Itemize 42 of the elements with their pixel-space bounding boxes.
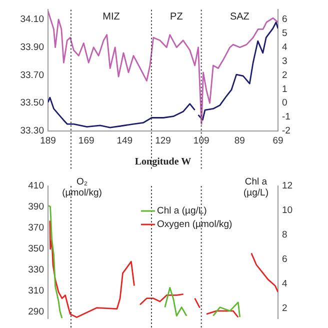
- x-tick-label: 189: [40, 135, 56, 146]
- y-tick-label: 370: [28, 222, 44, 234]
- y2-tick-label: 2: [282, 303, 288, 314]
- y2-tick-label: 6: [282, 14, 288, 26]
- x-tick-label: 69: [272, 135, 284, 146]
- x-axis-title: Longitude W: [134, 156, 192, 168]
- y2-tick-label: -2: [282, 126, 290, 137]
- x-tick-label: 89: [234, 135, 245, 146]
- y2-tick-label: 4: [282, 278, 288, 290]
- y2-tick-label: 8: [282, 230, 288, 241]
- x-tick-label: 169: [78, 135, 94, 146]
- y2-tick-label: -1: [282, 112, 290, 123]
- y-tick-label: 33.30: [20, 126, 44, 137]
- annotation: MIZ: [102, 11, 120, 22]
- annotation: SAZ: [230, 11, 250, 22]
- y2-tick-label: 6: [282, 254, 288, 266]
- y2-tick-label: 1: [282, 84, 288, 95]
- y2-tick-label: 5: [282, 28, 288, 40]
- legend-label: Oxygen (µmol/kg): [157, 219, 232, 230]
- y-axis-title: O₂ (µmol/kg): [62, 176, 102, 198]
- y2-tick-label: 12: [282, 180, 293, 192]
- y-tick-label: 34.10: [20, 14, 44, 26]
- x-tick-label: 129: [155, 135, 171, 146]
- y2-tick-label: 10: [282, 205, 293, 216]
- y-tick-label: 390: [28, 202, 44, 213]
- y2-tick-label: 2: [282, 70, 288, 81]
- y2-tick-label: 0: [282, 98, 288, 109]
- y2-tick-label: 3: [282, 56, 288, 67]
- legend-label: Chl a (µg/L): [157, 206, 207, 217]
- x-tick-label: 149: [116, 135, 133, 146]
- y-tick-label: 350: [28, 244, 44, 255]
- y-tick-label: 330: [28, 264, 44, 276]
- y-tick-label: 33.90: [20, 42, 44, 53]
- y-tick-label: 290: [28, 306, 44, 318]
- y-tick-label: 33.50: [20, 98, 44, 109]
- y2-axis-title: Chl a (µg/L): [243, 176, 269, 198]
- y-tick-label: 33.70: [20, 70, 44, 81]
- y2-tick-label: 4: [282, 42, 288, 53]
- x-tick-label: 109: [193, 135, 210, 146]
- y-tick-label: 410: [28, 180, 44, 192]
- annotation: PZ: [170, 11, 183, 22]
- y-tick-label: 310: [28, 286, 44, 297]
